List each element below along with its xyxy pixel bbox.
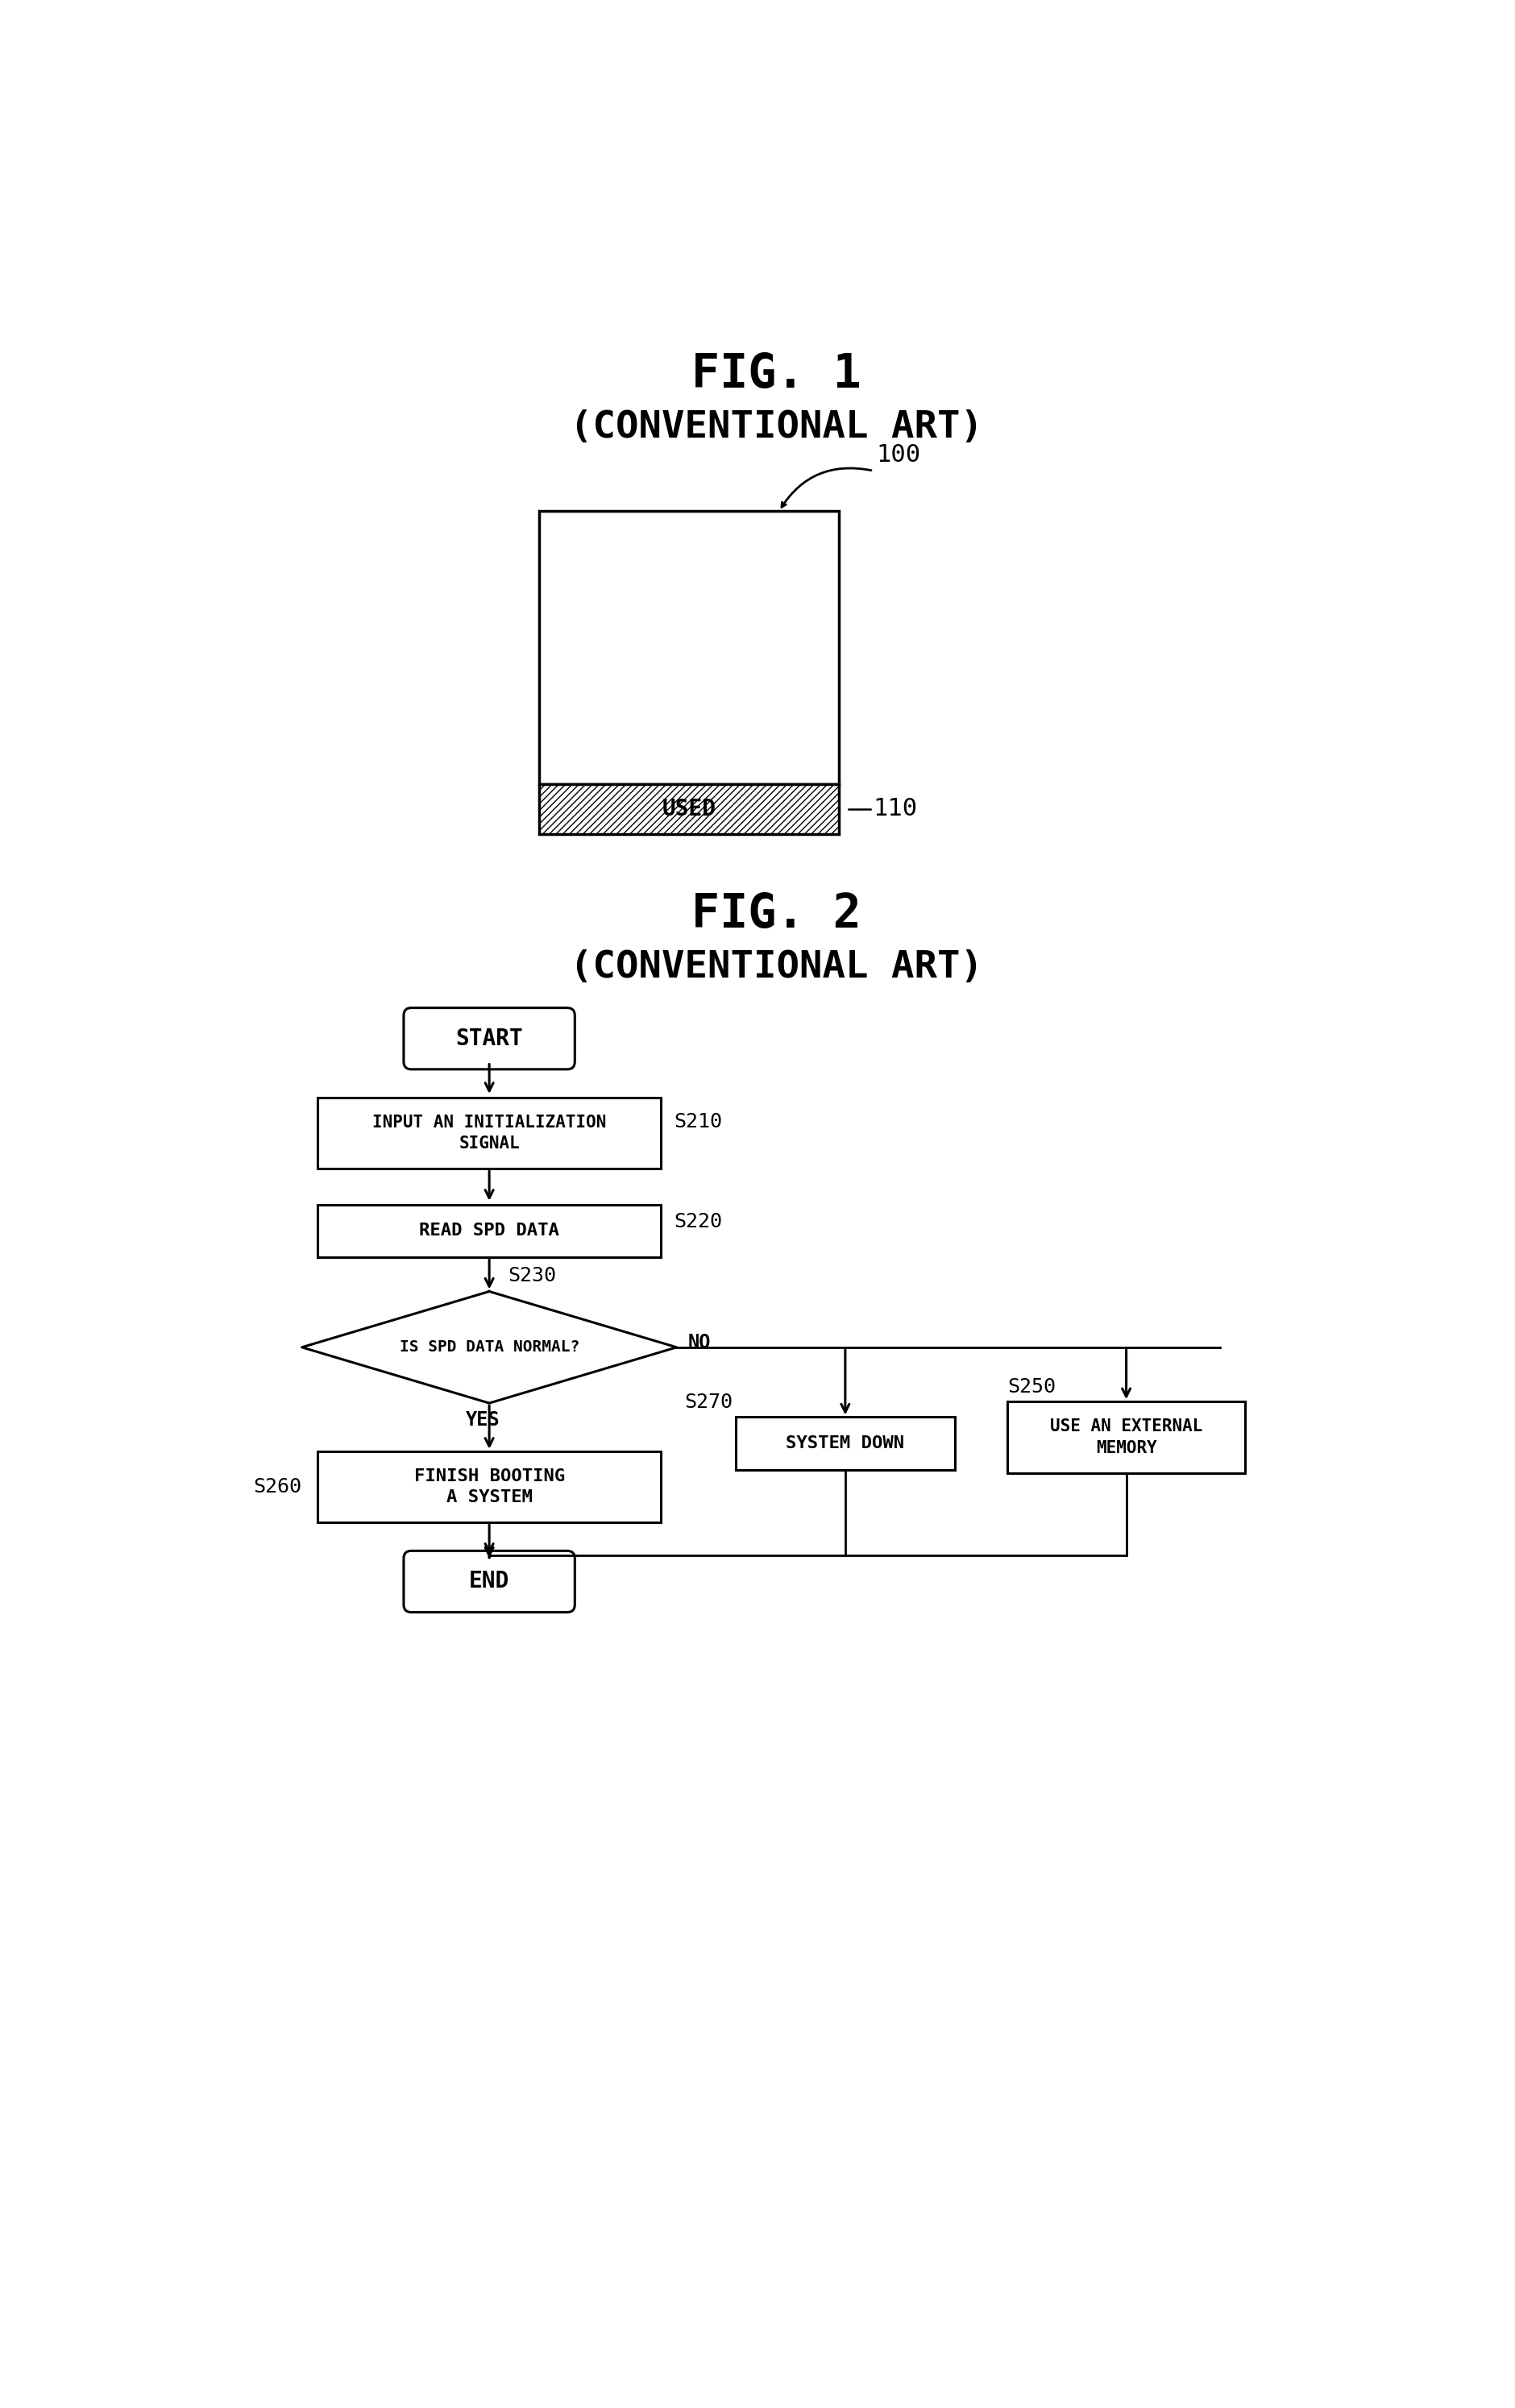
Text: (CONVENTIONAL ART): (CONVENTIONAL ART) — [570, 949, 983, 985]
Text: FIG. 2: FIG. 2 — [691, 891, 861, 937]
Bar — [539, 510, 838, 785]
Text: S220: S220 — [673, 1211, 721, 1230]
Text: YES: YES — [465, 1411, 500, 1430]
Text: FIG. 1: FIG. 1 — [691, 352, 861, 397]
Text: USE AN EXTERNAL
MEMORY: USE AN EXTERNAL MEMORY — [1050, 1418, 1201, 1457]
Text: S250: S250 — [1007, 1377, 1056, 1397]
Text: S230: S230 — [508, 1267, 556, 1286]
Text: 100: 100 — [876, 443, 921, 467]
Bar — [317, 1204, 661, 1257]
Bar — [1007, 1401, 1244, 1474]
Text: IS SPD DATA NORMAL?: IS SPD DATA NORMAL? — [398, 1339, 579, 1356]
Text: (CONVENTIONAL ART): (CONVENTIONAL ART) — [570, 409, 983, 445]
Text: READ SPD DATA: READ SPD DATA — [420, 1223, 559, 1240]
Text: S270: S270 — [685, 1392, 732, 1411]
Bar — [736, 1416, 954, 1469]
Bar — [539, 785, 838, 833]
Polygon shape — [301, 1291, 676, 1404]
Text: SYSTEM DOWN: SYSTEM DOWN — [786, 1435, 904, 1452]
Text: FINISH BOOTING
A SYSTEM: FINISH BOOTING A SYSTEM — [414, 1469, 565, 1505]
Text: 110: 110 — [873, 797, 917, 821]
Text: USED: USED — [662, 797, 715, 821]
Bar — [317, 1098, 661, 1168]
Text: S210: S210 — [673, 1112, 721, 1132]
Text: NO: NO — [688, 1332, 711, 1351]
FancyBboxPatch shape — [403, 1551, 574, 1613]
FancyBboxPatch shape — [403, 1009, 574, 1069]
Text: END: END — [468, 1570, 509, 1592]
Text: START: START — [456, 1028, 523, 1050]
Text: S260: S260 — [253, 1476, 301, 1498]
Bar — [317, 1452, 661, 1522]
Text: INPUT AN INITIALIZATION
SIGNAL: INPUT AN INITIALIZATION SIGNAL — [373, 1115, 606, 1151]
